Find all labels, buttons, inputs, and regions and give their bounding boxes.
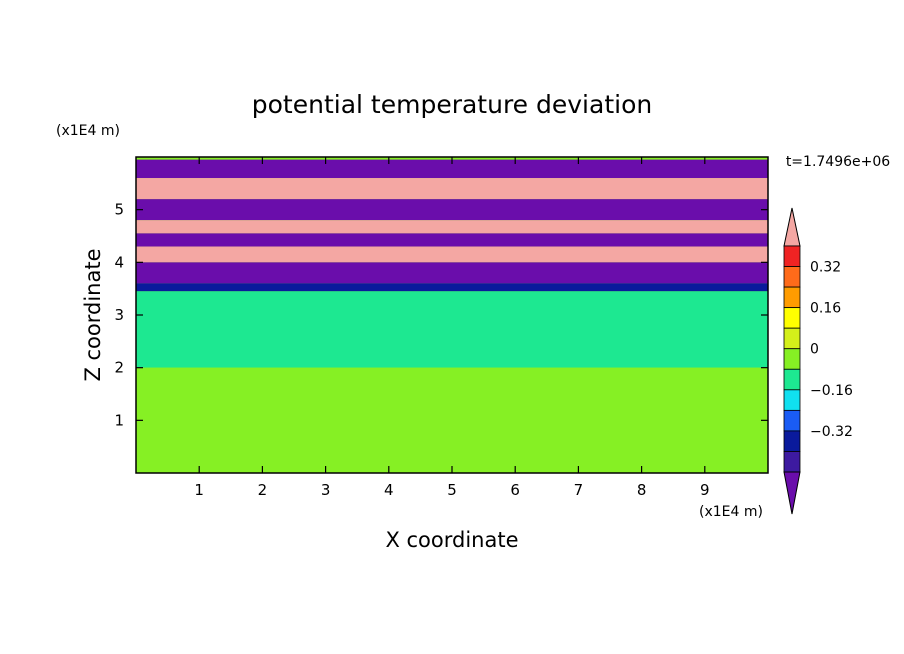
contour-band-7 bbox=[136, 283, 768, 292]
y-axis-label: Z coordinate bbox=[81, 248, 105, 381]
contour-band-9 bbox=[136, 367, 768, 473]
colorbar-cell bbox=[783, 389, 801, 411]
x-tick-label: 1 bbox=[194, 481, 204, 499]
x-axis-label: X coordinate bbox=[385, 528, 518, 552]
colorbar-tick-label: 0 bbox=[810, 342, 819, 358]
colorbar-cell bbox=[783, 348, 801, 370]
contour-band-1 bbox=[136, 178, 768, 200]
colorbar-tick-label: 0.32 bbox=[810, 260, 841, 276]
x-tick-label: 6 bbox=[510, 481, 520, 499]
colorbar-cell bbox=[783, 266, 801, 288]
colorbar-cell bbox=[783, 409, 801, 432]
contour-band-0 bbox=[136, 159, 768, 179]
colorbar: 0.32 0.16 0 −0.16 −0.32 bbox=[783, 207, 853, 515]
time-label: t=1.7496e+06 bbox=[786, 154, 890, 170]
y-tick-label: 5 bbox=[114, 201, 124, 219]
y-tick-label: 2 bbox=[114, 359, 124, 377]
colorbar-cell bbox=[783, 327, 801, 350]
x-tick-label: 4 bbox=[384, 481, 394, 499]
x-tick-label: 3 bbox=[321, 481, 331, 499]
contour-field bbox=[136, 157, 768, 473]
contour-band-8 bbox=[136, 291, 768, 368]
colorbar-cell bbox=[783, 307, 801, 329]
colorbar-cell bbox=[783, 451, 801, 473]
chart-title: potential temperature deviation bbox=[252, 90, 652, 119]
contour-band-2 bbox=[136, 199, 768, 221]
contour-band-4 bbox=[136, 233, 768, 247]
contour-band-6 bbox=[136, 262, 768, 284]
colorbar-cell bbox=[783, 430, 801, 452]
x-tick-label: 9 bbox=[700, 481, 710, 499]
x-tick-label: 7 bbox=[574, 481, 584, 499]
colorbar-cell bbox=[783, 245, 801, 267]
y-unit-label: (x1E4 m) bbox=[56, 123, 120, 139]
colorbar-extend-high bbox=[783, 207, 801, 247]
contour-band-3 bbox=[136, 220, 768, 234]
x-tick-label: 8 bbox=[637, 481, 647, 499]
colorbar-tick-label: −0.16 bbox=[810, 383, 853, 399]
y-axis: 1 2 3 4 5 bbox=[114, 201, 768, 429]
y-tick-label: 4 bbox=[114, 253, 124, 271]
colorbar-cell bbox=[783, 286, 801, 309]
colorbar-extend-low bbox=[783, 471, 801, 515]
colorbar-cell bbox=[783, 368, 801, 391]
x-unit-label: (x1E4 m) bbox=[699, 504, 763, 520]
y-tick-label: 1 bbox=[114, 411, 124, 429]
x-axis: 1 2 3 4 5 6 7 8 9 bbox=[194, 157, 710, 499]
colorbar-tick-label: 0.16 bbox=[810, 301, 841, 317]
colorbar-tick-label: −0.32 bbox=[810, 424, 853, 440]
x-tick-label: 5 bbox=[447, 481, 457, 499]
x-tick-label: 2 bbox=[258, 481, 268, 499]
y-tick-label: 3 bbox=[114, 306, 124, 324]
contour-band-5 bbox=[136, 246, 768, 263]
